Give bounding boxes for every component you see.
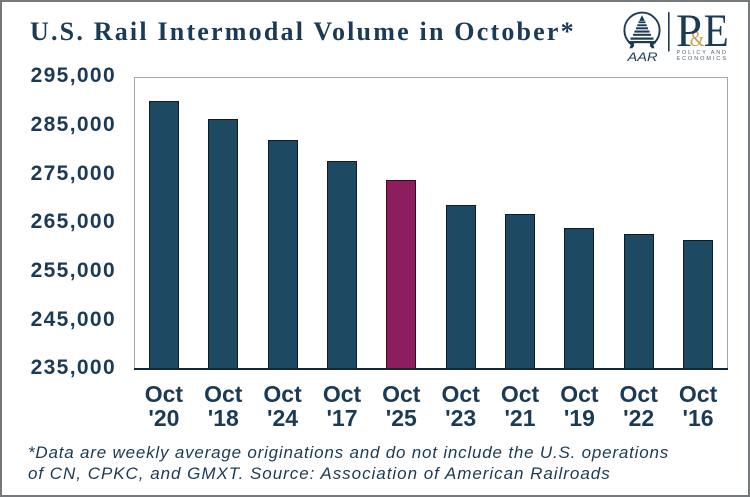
svg-text:&: & <box>690 26 705 51</box>
svg-text:P: P <box>676 6 702 57</box>
svg-text:POLICY AND: POLICY AND <box>677 50 727 56</box>
svg-text:ECONOMICS: ECONOMICS <box>677 56 727 62</box>
svg-text:E: E <box>704 6 729 57</box>
svg-text:AAR: AAR <box>626 52 657 64</box>
